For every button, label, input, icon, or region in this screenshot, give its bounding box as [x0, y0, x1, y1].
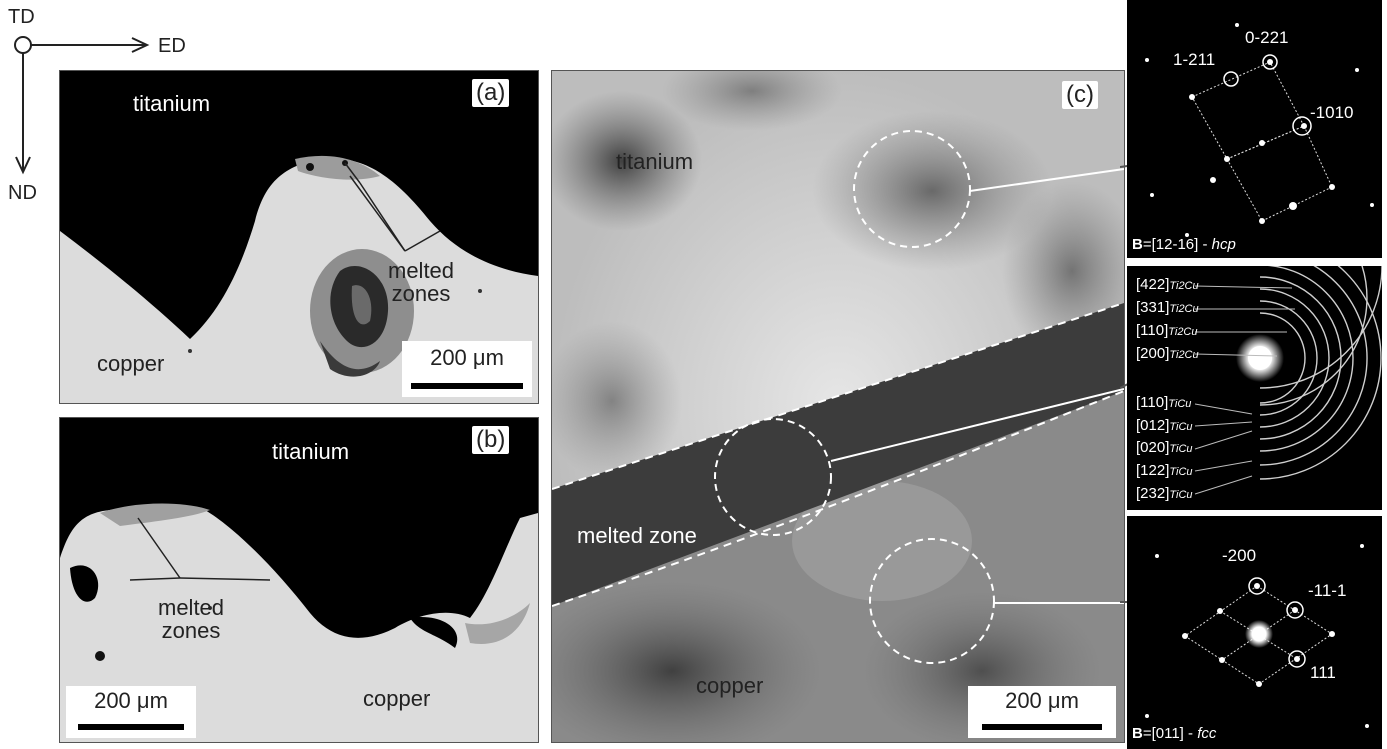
ring-label-4: [200]Ti2Cu [1136, 345, 1199, 362]
hcp-zone-axis-b: B [1132, 236, 1143, 253]
axis-arrows-icon [14, 36, 150, 175]
panel-b-scalebar: 200 μm [66, 686, 196, 738]
fcc-zone-axis: B=[011] - fcc [1132, 725, 1216, 742]
panel-b-scale-bar [78, 724, 184, 730]
diffraction-hcp-pattern [1145, 23, 1374, 237]
panel-a: titanium copper melted zones (a) 200 μm [59, 70, 539, 404]
diffraction-rings-pattern [1194, 266, 1382, 495]
panel-b-melted-zones-label: melted zones [158, 595, 225, 644]
ring-label-2: [331]Ti2Cu [1136, 299, 1199, 316]
ring-label-9: [232]TiCu [1136, 485, 1193, 502]
diffraction-hcp: 1-211 0-221 -1010 B=[12-16] - hcp [1127, 0, 1382, 258]
hcp-spot-2: 0-221 [1245, 28, 1289, 47]
panel-a-scalebar: 200 μm [402, 341, 532, 397]
hcp-zone-axis-structure: hcp [1211, 236, 1236, 253]
panel-a-scale-text: 200 μm [430, 345, 504, 370]
panel-a-melted-zones-label: melted zones [388, 258, 455, 307]
axis-ed-label: ED [158, 35, 186, 57]
panel-c-scale-bar [982, 724, 1102, 730]
panel-b: titanium copper melted zones (b) 200 μm [59, 417, 539, 743]
hcp-zone-axis: B=[12-16] - hcp [1132, 236, 1236, 253]
ring-label-6: [012]TiCu [1136, 417, 1193, 434]
panel-b-titanium-label: titanium [272, 439, 350, 464]
axis-td-label: TD [8, 6, 35, 28]
panel-c-copper-label: copper [696, 673, 764, 698]
panel-b-micrograph [60, 503, 538, 742]
panel-c-tag: (c) [1062, 81, 1098, 109]
ring-label-8: [122]TiCu [1136, 462, 1193, 479]
panel-c-tem-image [552, 71, 1124, 742]
panel-c-melted-zone-label: melted zone [577, 523, 697, 548]
fcc-spot-3: 111 [1310, 663, 1336, 682]
diffraction-fcc-pattern [1145, 544, 1369, 728]
panel-b-tag: (b) [472, 426, 510, 454]
hcp-spot-3: -1010 [1310, 103, 1354, 122]
ring-label-5: [110]TiCu [1136, 394, 1192, 411]
panel-c-scale-text: 200 μm [1005, 688, 1079, 713]
fcc-zone-axis-b: B [1132, 725, 1143, 742]
panel-a-tag: (a) [472, 79, 510, 107]
panel-c: titanium melted zone copper (c) 200 μm [551, 70, 1125, 743]
ring-label-1: [422]Ti2Cu [1136, 276, 1199, 293]
panel-a-scale-bar [411, 383, 523, 389]
fcc-spot-2: -11-1 [1308, 581, 1347, 600]
panel-a-titanium-label: titanium [133, 91, 211, 116]
fcc-spot-1: -200 [1222, 546, 1257, 565]
panel-a-copper-label: copper [97, 351, 165, 376]
panel-b-copper-label: copper [363, 686, 431, 711]
panel-c-scalebar: 200 μm [968, 686, 1116, 738]
ring-label-7: [020]TiCu [1136, 439, 1193, 456]
axis-nd-label: ND [8, 182, 37, 204]
hcp-spot-1: 1-211 [1173, 50, 1216, 69]
fcc-zone-axis-structure: fcc [1197, 725, 1217, 742]
panel-b-scale-text: 200 μm [94, 688, 168, 713]
hcp-zone-axis-value: =[12-16] - [1142, 236, 1212, 253]
diffraction-rings: [422]Ti2Cu [331]Ti2Cu [110]Ti2Cu [200]Ti… [1127, 266, 1382, 510]
ring-label-3: [110]Ti2Cu [1136, 322, 1198, 339]
fcc-zone-axis-value: =[011] - [1142, 725, 1198, 742]
diffraction-fcc: -200 -11-1 111 B=[011] - fcc [1127, 516, 1382, 749]
panel-c-titanium-label: titanium [616, 149, 694, 174]
